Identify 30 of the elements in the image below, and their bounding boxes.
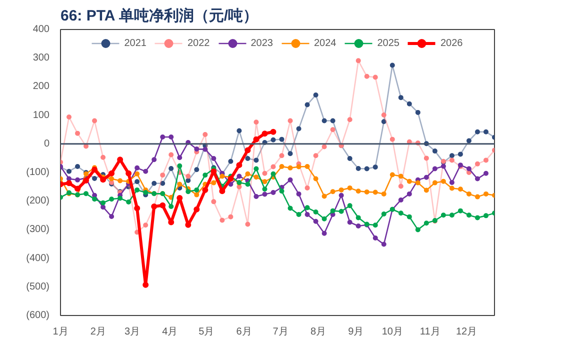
y-tick-label: 300	[32, 52, 50, 64]
legend-label: 2022	[188, 38, 210, 48]
x-tick-label: 8月	[310, 326, 326, 338]
legend-label: 2025	[377, 38, 400, 48]
legend-label: 2023	[250, 38, 273, 48]
chart-title: 66: PTA 单吨净利润（元/吨）	[60, 6, 258, 24]
x-tick-label: 9月	[348, 326, 364, 338]
y-tick-label: (600)	[26, 310, 50, 321]
y-tick-label: (300)	[26, 224, 50, 236]
legend-label: 2021	[124, 38, 146, 48]
y-tick-label: (200)	[26, 196, 50, 207]
x-tick-label: 12月	[456, 326, 478, 338]
legend-label: 2024	[314, 38, 336, 48]
x-tick-label: 11月	[420, 326, 440, 338]
x-tick-label: 6月	[236, 326, 252, 338]
x-tick-label: 5月	[198, 326, 214, 338]
y-tick-label: 100	[32, 110, 50, 121]
x-tick-label: 3月	[124, 326, 140, 338]
x-tick-label: 4月	[162, 326, 178, 338]
y-tick-label: 400	[32, 24, 50, 35]
y-tick-label: (100)	[26, 167, 50, 178]
x-tick-label: 1月	[52, 326, 68, 338]
legend-label: 2026	[440, 38, 463, 48]
y-tick-label: (500)	[26, 281, 50, 292]
x-tick-label: 10月	[382, 326, 403, 338]
x-tick-label: 7月	[272, 326, 288, 338]
y-tick-label: 0	[44, 138, 50, 150]
y-tick-label: 200	[32, 81, 50, 92]
x-tick-label: 2月	[90, 326, 106, 338]
y-tick-label: (400)	[26, 252, 50, 264]
